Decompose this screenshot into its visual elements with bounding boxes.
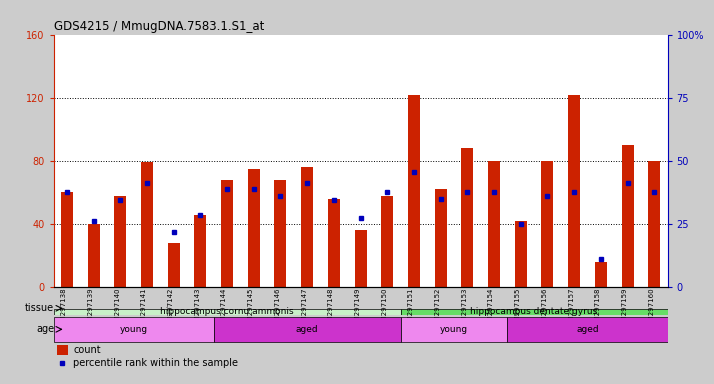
Bar [301,167,313,287]
Text: GSM297157: GSM297157 [568,288,574,330]
Text: GSM297153: GSM297153 [461,288,468,330]
Text: hippocampus cornu ammonis: hippocampus cornu ammonis [160,308,294,316]
Text: tissue: tissue [25,303,54,313]
Bar [621,145,633,287]
Text: GSM297151: GSM297151 [408,288,414,330]
Text: GSM297159: GSM297159 [622,288,628,330]
Bar [381,195,393,287]
Bar [595,262,607,287]
Bar [54,317,213,342]
Bar [541,161,553,287]
Bar [168,243,180,287]
Bar [648,161,660,287]
Text: GSM297147: GSM297147 [301,288,307,330]
Text: aged: aged [576,325,599,334]
Bar [114,195,126,287]
Text: age: age [36,324,54,334]
Text: GSM297144: GSM297144 [221,288,227,330]
Text: GSM297158: GSM297158 [595,288,601,330]
Text: GSM297146: GSM297146 [274,288,281,330]
Text: GSM297160: GSM297160 [648,288,654,330]
Text: GSM297139: GSM297139 [88,288,94,330]
Text: GSM297154: GSM297154 [488,288,494,330]
Text: GSM297150: GSM297150 [381,288,387,330]
Text: GSM297148: GSM297148 [328,288,334,330]
Bar [88,224,100,287]
Bar [221,180,233,287]
Text: GSM297138: GSM297138 [61,288,67,330]
Bar [355,230,366,287]
Text: GSM297155: GSM297155 [515,288,521,330]
Text: GSM297152: GSM297152 [435,288,441,330]
Bar [568,94,580,287]
Bar [213,317,401,342]
Text: hippocampus dentate gyrus: hippocampus dentate gyrus [471,308,598,316]
Bar [461,148,473,287]
Text: GSM297142: GSM297142 [168,288,174,330]
Bar [274,180,286,287]
Bar [401,317,508,342]
Text: GDS4215 / MmugDNA.7583.1.S1_at: GDS4215 / MmugDNA.7583.1.S1_at [54,20,264,33]
Text: GSM297143: GSM297143 [194,288,201,330]
Bar [248,169,260,287]
Bar [194,215,206,287]
Bar [401,309,668,315]
Bar [61,192,73,287]
Bar [488,161,500,287]
Text: GSM297156: GSM297156 [541,288,548,330]
Bar [408,94,420,287]
Bar [435,189,447,287]
Text: young: young [440,325,468,334]
Text: GSM297145: GSM297145 [248,288,253,330]
Text: GSM297141: GSM297141 [141,288,147,330]
Bar [515,221,527,287]
Text: GSM297149: GSM297149 [355,288,361,330]
Text: count: count [74,345,101,355]
Bar [141,162,153,287]
Text: GSM297140: GSM297140 [114,288,120,330]
Text: percentile rank within the sample: percentile rank within the sample [74,358,238,368]
Bar [328,199,340,287]
Text: aged: aged [296,325,318,334]
Bar [54,309,401,315]
Bar [508,317,668,342]
Bar [56,345,68,355]
Text: young: young [119,325,148,334]
